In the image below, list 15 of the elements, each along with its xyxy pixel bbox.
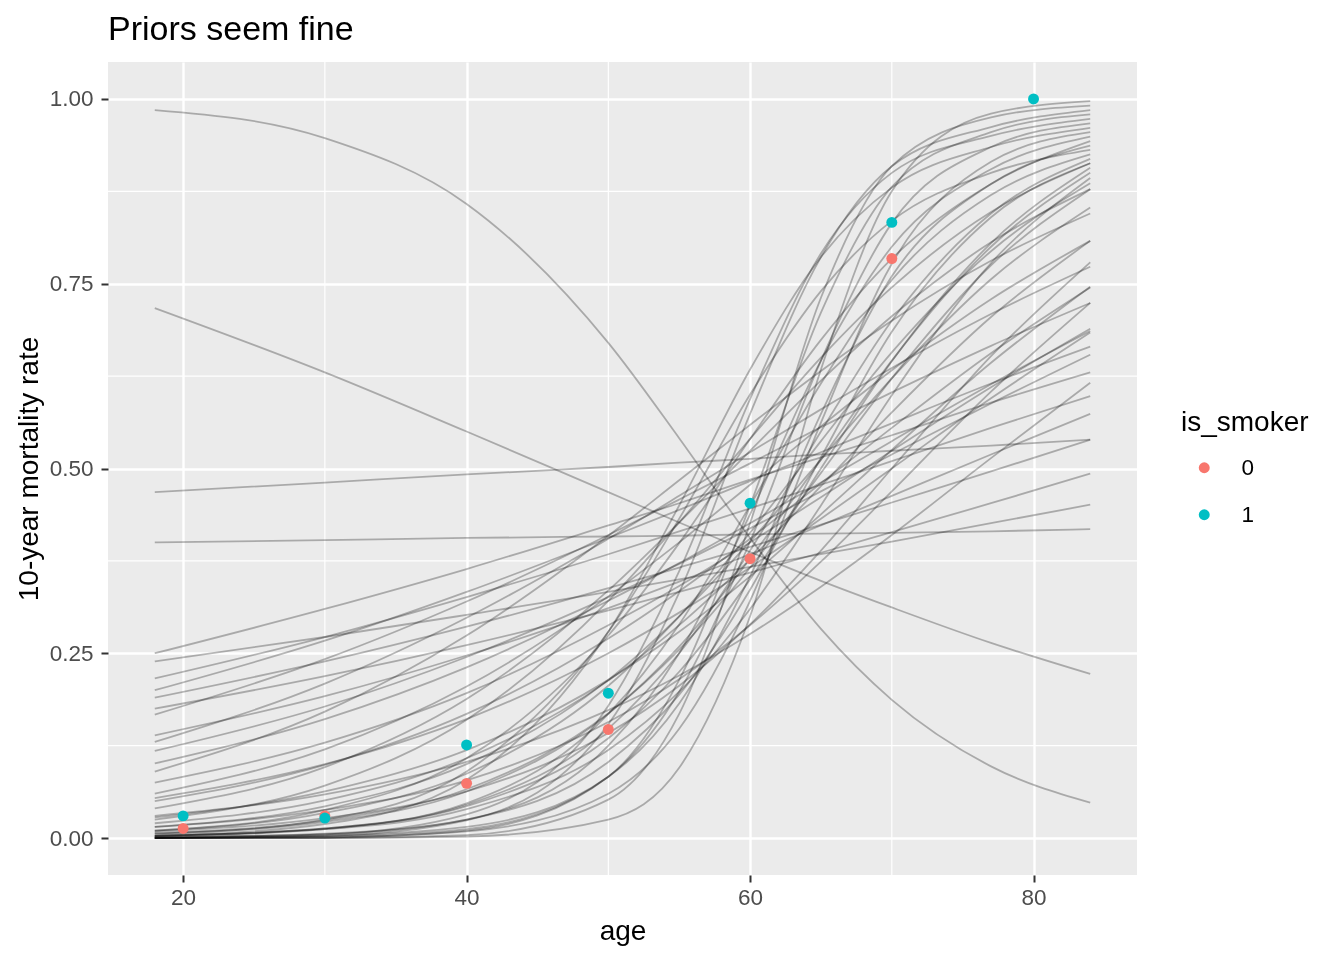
y-tick-label: 0.75 xyxy=(49,271,94,297)
x-tick-label: 40 xyxy=(454,884,480,910)
chart-title: Priors seem fine xyxy=(108,9,354,48)
y-tick-label: 0.25 xyxy=(49,640,94,666)
y-axis-title: 10-year mortality rate xyxy=(12,336,44,602)
legend-title: is_smoker xyxy=(1181,405,1309,437)
y-tick-label: 1.00 xyxy=(49,86,94,112)
x-axis-title: age xyxy=(599,915,647,946)
legend-label: 0 xyxy=(1241,454,1255,480)
x-tick-label: 60 xyxy=(738,884,764,910)
y-tick-label: 0.00 xyxy=(49,825,94,851)
x-tick-label: 20 xyxy=(171,884,197,910)
y-tick-label: 0.50 xyxy=(49,456,94,481)
x-tick-label: 80 xyxy=(1021,884,1047,910)
legend-label: 1 xyxy=(1241,501,1255,527)
